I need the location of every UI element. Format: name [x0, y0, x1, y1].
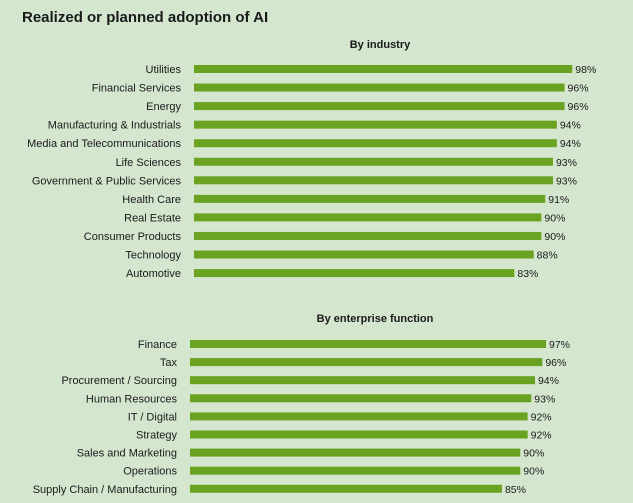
- function-category-label: Procurement / Sourcing: [61, 375, 177, 387]
- function-category-label: Human Resources: [86, 393, 178, 405]
- function-category-label: Strategy: [136, 430, 177, 442]
- function-bar: [190, 376, 535, 385]
- function-bar: [190, 358, 543, 367]
- industry-chart-title: By industry: [350, 39, 411, 51]
- industry-category-label: Automotive: [126, 268, 181, 280]
- function-bar: [190, 466, 521, 475]
- industry-bar: [194, 65, 573, 73]
- function-category-label: IT / Digital: [128, 411, 177, 423]
- function-value-label: 94%: [538, 375, 559, 387]
- function-value-label: 85%: [505, 484, 526, 496]
- industry-bar: [194, 269, 515, 278]
- industry-category-label: Health Care: [122, 194, 181, 206]
- industry-category-label: Utilities: [146, 64, 182, 76]
- industry-value-label: 90%: [544, 231, 565, 243]
- industry-value-label: 96%: [568, 101, 589, 113]
- industry-category-label: Technology: [125, 250, 181, 262]
- industry-bar: [194, 102, 565, 111]
- industry-category-label: Real Estate: [124, 212, 181, 224]
- industry-bar: [194, 139, 557, 148]
- industry-value-label: 96%: [568, 83, 589, 95]
- industry-value-label: 90%: [544, 212, 565, 224]
- function-value-label: 92%: [531, 430, 552, 442]
- function-category-label: Sales and Marketing: [77, 448, 177, 460]
- function-category-label: Supply Chain / Manufacturing: [33, 484, 177, 496]
- function-chart-title: By enterprise function: [317, 313, 434, 325]
- figure-title: Realized or planned adoption of AI: [22, 9, 269, 26]
- function-value-label: 97%: [549, 339, 570, 351]
- industry-category-label: Media and Telecommunications: [27, 138, 181, 150]
- industry-value-label: 93%: [556, 157, 577, 169]
- industry-value-label: 93%: [556, 175, 577, 187]
- industry-category-label: Manufacturing & Industrials: [48, 120, 182, 132]
- industry-bar: [194, 83, 565, 92]
- function-category-label: Tax: [160, 357, 178, 369]
- industry-category-label: Life Sciences: [116, 157, 182, 169]
- industry-value-label: 83%: [517, 268, 538, 280]
- industry-category-label: Government & Public Services: [32, 175, 182, 187]
- function-value-label: 90%: [523, 448, 544, 460]
- function-value-label: 92%: [531, 411, 552, 423]
- industry-value-label: 94%: [560, 120, 581, 132]
- function-bar: [190, 430, 528, 439]
- function-bar: [190, 484, 502, 493]
- function-value-label: 93%: [534, 393, 555, 405]
- function-bar: [190, 412, 528, 421]
- function-bar: [190, 340, 546, 348]
- industry-value-label: 98%: [575, 64, 596, 76]
- industry-bar: [194, 176, 553, 185]
- industry-value-label: 91%: [548, 194, 569, 206]
- industry-category-label: Consumer Products: [84, 231, 182, 243]
- function-category-label: Finance: [138, 339, 177, 351]
- industry-bar: [194, 194, 546, 203]
- industry-category-label: Financial Services: [92, 83, 182, 95]
- industry-bar: [194, 250, 534, 259]
- function-category-label: Operations: [123, 466, 177, 478]
- industry-bar: [194, 231, 542, 240]
- industry-bar: [194, 157, 553, 166]
- industry-bar: [194, 120, 557, 129]
- industry-category-label: Energy: [146, 101, 181, 113]
- function-bar: [190, 394, 532, 403]
- industry-value-label: 94%: [560, 138, 581, 150]
- function-value-label: 90%: [523, 466, 544, 478]
- industry-value-label: 88%: [537, 250, 558, 262]
- industry-bar: [194, 213, 542, 222]
- function-bar: [190, 448, 521, 457]
- function-value-label: 96%: [545, 357, 566, 369]
